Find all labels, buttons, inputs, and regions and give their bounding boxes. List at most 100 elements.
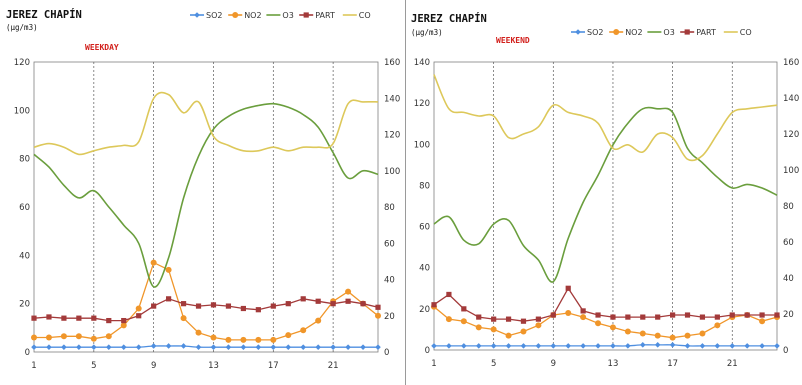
data-point xyxy=(61,344,67,350)
chart-subtitle: (µg/m3) xyxy=(411,28,443,37)
data-point xyxy=(210,344,217,350)
legend-item-co: CO xyxy=(723,28,752,37)
data-point xyxy=(270,344,277,350)
x-tick-label: 1 xyxy=(31,361,36,371)
data-point xyxy=(60,333,67,340)
data-point xyxy=(774,312,780,318)
y-right-tick-label: 20 xyxy=(384,312,395,322)
data-point xyxy=(565,285,571,291)
data-point xyxy=(61,315,67,321)
data-point xyxy=(655,314,661,320)
data-point xyxy=(759,318,766,325)
legend-label: SO2 xyxy=(206,11,222,20)
x-tick-label: 5 xyxy=(91,361,96,371)
plot-area xyxy=(33,61,379,353)
data-point xyxy=(595,343,601,349)
y-left-tick-label: 80 xyxy=(419,181,430,191)
data-point xyxy=(255,336,262,343)
chart-svg: 0 20 40 60 80 100 120 140 0 20 40 60 80 100 120 140 160 1… xyxy=(411,12,799,369)
data-point xyxy=(625,314,631,320)
series-line-co xyxy=(33,91,379,156)
data-point xyxy=(151,303,157,309)
data-point xyxy=(75,333,82,340)
data-point xyxy=(580,314,587,321)
data-point xyxy=(136,313,142,319)
data-point xyxy=(505,343,512,349)
data-point xyxy=(669,334,676,341)
data-point xyxy=(550,343,557,349)
x-tick-label: 21 xyxy=(328,361,339,371)
data-point xyxy=(240,305,246,312)
y-right-tick-label: 120 xyxy=(384,131,400,141)
data-point xyxy=(610,314,616,320)
x-tick-label: 9 xyxy=(551,359,556,369)
chart-title: JEREZ CHAPÍN xyxy=(6,8,82,21)
data-point xyxy=(45,334,52,341)
data-point xyxy=(285,344,292,350)
data-point xyxy=(225,336,232,343)
data-point xyxy=(105,333,112,340)
data-point xyxy=(315,298,321,304)
series-part xyxy=(31,296,381,324)
legend-item-so2: SO2 xyxy=(190,11,222,20)
data-point xyxy=(315,317,322,324)
y-right-tick-label: 40 xyxy=(384,276,395,286)
legend-marker xyxy=(575,29,581,35)
data-point xyxy=(166,296,172,302)
data-point xyxy=(255,307,261,313)
chart-title: JEREZ CHAPÍN xyxy=(411,12,487,25)
series-line-o3 xyxy=(433,106,778,283)
data-point xyxy=(375,344,381,350)
y-left-tick-label: 60 xyxy=(419,223,430,233)
y-left-tick-label: 120 xyxy=(14,58,30,68)
data-point xyxy=(240,344,247,350)
data-point xyxy=(699,343,706,349)
data-point xyxy=(610,343,616,349)
series-o3 xyxy=(33,102,379,288)
data-point xyxy=(150,343,157,349)
data-point xyxy=(76,315,82,321)
legend-label: NO2 xyxy=(625,28,642,37)
y-left-tick-label: 140 xyxy=(414,58,430,68)
data-point xyxy=(91,315,97,321)
data-point xyxy=(345,288,352,295)
data-point xyxy=(31,344,37,350)
data-point xyxy=(270,336,277,343)
legend-marker xyxy=(303,12,309,18)
data-point xyxy=(490,326,497,333)
legend-item-no2: NO2 xyxy=(228,11,262,20)
data-point xyxy=(76,344,82,350)
y-right-tick-label: 140 xyxy=(783,94,799,104)
data-point xyxy=(640,314,646,320)
data-point xyxy=(330,301,336,307)
data-point xyxy=(759,312,765,318)
y-right-tick-label: 100 xyxy=(384,167,400,177)
legend-item-part: PART xyxy=(680,28,716,37)
y-right-tick-label: 40 xyxy=(783,274,794,284)
y-left-tick-label: 20 xyxy=(419,305,430,315)
y-left-tick-label: 100 xyxy=(14,106,30,116)
data-point xyxy=(670,312,676,318)
data-point xyxy=(714,314,720,320)
data-point xyxy=(699,330,706,337)
data-point xyxy=(375,304,381,310)
x-tick-label: 5 xyxy=(491,359,496,369)
x-tick-label: 1 xyxy=(431,359,436,369)
legend-label: O3 xyxy=(663,28,674,37)
series-no2 xyxy=(431,303,780,341)
x-tick-label: 21 xyxy=(727,359,738,369)
legend-item-co: CO xyxy=(342,11,371,20)
legend-item-part: PART xyxy=(299,11,335,20)
data-point xyxy=(476,314,482,320)
series-o3 xyxy=(433,106,778,283)
y-left-tick-label: 40 xyxy=(419,264,430,274)
data-point xyxy=(120,344,127,350)
data-point xyxy=(360,344,366,350)
data-point xyxy=(90,335,97,342)
data-point xyxy=(505,332,512,339)
data-point xyxy=(375,312,381,319)
data-point xyxy=(225,303,232,309)
legend-marker xyxy=(684,29,690,35)
legend-label: PART xyxy=(315,11,335,20)
data-point xyxy=(180,343,187,349)
